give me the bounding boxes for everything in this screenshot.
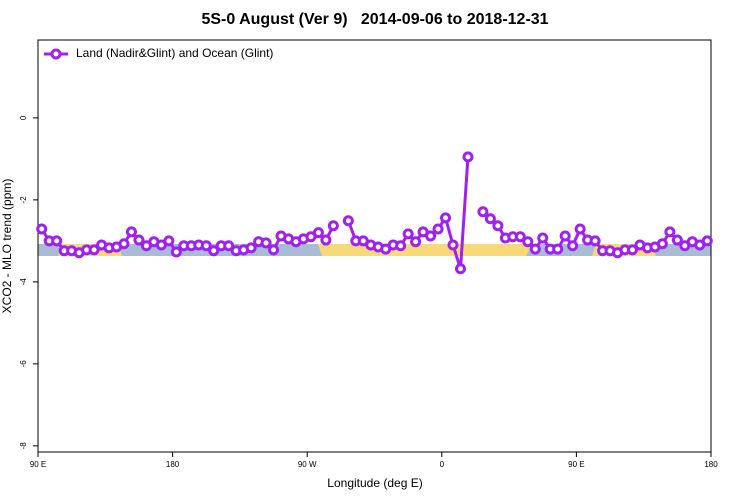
data-point (626, 244, 638, 256)
chart-title: 5S-0 August (Ver 9) 2014-09-06 to 2018-1… (201, 11, 548, 28)
data-point (342, 215, 354, 227)
data-point (447, 239, 459, 251)
x-tick-label: 180 (704, 460, 718, 469)
data-point (656, 238, 668, 250)
data-point (36, 223, 48, 235)
legend-marker (50, 48, 62, 60)
data-point (514, 231, 526, 243)
x-tick-label: 90 E (568, 460, 584, 469)
data-point (529, 243, 541, 255)
x-tick-label: 90 W (298, 460, 317, 469)
data-point (327, 220, 339, 232)
data-point (671, 234, 683, 246)
data-point (245, 242, 257, 254)
y-axis-label: XCO2 - MLO trend (ppm) (0, 179, 14, 314)
data-point (492, 220, 504, 232)
data-point (589, 235, 601, 247)
legend-label: Land (Nadir&Glint) and Ocean (Glint) (76, 46, 273, 60)
data-point (223, 240, 235, 252)
data-point (402, 228, 414, 240)
data-point (260, 237, 272, 249)
data-point (51, 235, 63, 247)
data-point (200, 240, 212, 252)
data-point (118, 238, 130, 250)
data-point (125, 226, 137, 238)
data-point (268, 244, 280, 256)
y-tick-label: -4 (19, 278, 28, 286)
y-tick-label: 0 (19, 115, 28, 120)
data-point (522, 236, 534, 248)
x-tick-label: 0 (440, 460, 445, 469)
data-point (410, 236, 422, 248)
data-point (425, 230, 437, 242)
data-point (537, 232, 549, 244)
x-axis-label: Longitude (deg E) (327, 476, 422, 490)
y-tick-label: -8 (19, 442, 28, 450)
data-point (133, 234, 145, 246)
data-point (432, 223, 444, 235)
plot-frame (37, 39, 712, 453)
y-tick-label: -6 (19, 360, 28, 368)
data-point (484, 213, 496, 225)
x-tick-label: 90 E (30, 460, 46, 469)
data-point (462, 151, 474, 163)
data-point (320, 234, 332, 246)
legend: Land (Nadir&Glint) and Ocean (Glint) (44, 46, 273, 60)
data-point (552, 243, 564, 255)
y-tick-label: -2 (19, 196, 28, 204)
data-point (208, 245, 220, 257)
data-point (664, 226, 676, 238)
data-point (454, 263, 466, 275)
data-point (701, 235, 713, 247)
data-point (170, 246, 182, 258)
data-point (395, 240, 407, 252)
x-tick-label: 180 (166, 460, 180, 469)
data-point (440, 212, 452, 224)
data-point (567, 240, 579, 252)
data-point (312, 227, 324, 239)
data-point (574, 223, 586, 235)
land-band (318, 244, 532, 256)
data-point (477, 206, 489, 218)
data-point (88, 244, 100, 256)
data-point (163, 235, 175, 247)
data-point (559, 230, 571, 242)
